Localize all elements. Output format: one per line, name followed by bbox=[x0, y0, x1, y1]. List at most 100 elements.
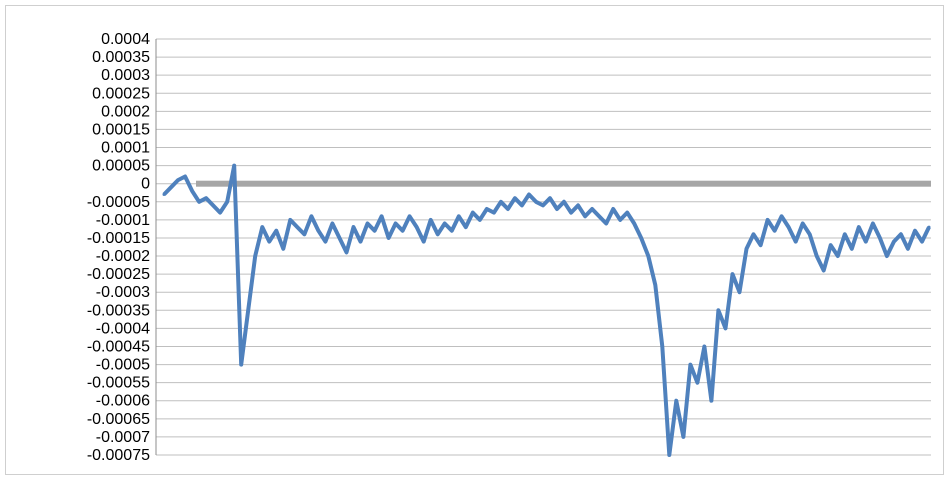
data-point bbox=[359, 240, 362, 244]
data-point bbox=[555, 207, 559, 211]
data-point bbox=[878, 236, 882, 240]
data-point bbox=[906, 247, 910, 251]
data-point bbox=[632, 222, 636, 225]
data-point bbox=[352, 225, 355, 229]
data-point bbox=[422, 240, 426, 244]
data-point bbox=[401, 229, 405, 233]
data-point bbox=[646, 254, 650, 258]
data-point bbox=[618, 218, 622, 222]
y-tick-label: -0.00035 bbox=[87, 302, 150, 319]
data-point bbox=[681, 435, 685, 439]
data-point bbox=[639, 236, 643, 240]
y-tick-label: -0.00075 bbox=[87, 447, 150, 464]
y-tick-label: 0.0003 bbox=[101, 67, 150, 84]
data-point bbox=[534, 200, 538, 204]
data-point bbox=[527, 193, 531, 196]
data-point bbox=[162, 193, 166, 196]
data-point bbox=[506, 207, 510, 211]
data-point bbox=[429, 218, 433, 222]
y-tick-label: 0 bbox=[141, 176, 150, 193]
data-point bbox=[583, 214, 587, 218]
y-tick-label: 0.00015 bbox=[92, 121, 150, 138]
data-point bbox=[829, 243, 833, 247]
data-point bbox=[597, 214, 601, 218]
y-tick-label: -0.0001 bbox=[96, 212, 150, 229]
data-point bbox=[801, 222, 805, 225]
data-point bbox=[590, 207, 594, 211]
y-tick-label: -0.00055 bbox=[87, 375, 150, 392]
data-point bbox=[674, 399, 678, 403]
data-point bbox=[464, 225, 468, 229]
data-point bbox=[794, 240, 798, 244]
data-point bbox=[702, 345, 706, 348]
y-tick-label: 0.0002 bbox=[101, 103, 150, 120]
data-point bbox=[492, 211, 496, 215]
data-point bbox=[260, 225, 264, 229]
y-tick-label: 0.0004 bbox=[101, 31, 150, 48]
y-tick-label: 0.00005 bbox=[92, 158, 150, 175]
data-point bbox=[695, 381, 699, 385]
data-point bbox=[239, 363, 243, 367]
data-point bbox=[660, 345, 664, 348]
data-point bbox=[913, 229, 917, 233]
data-point bbox=[309, 214, 313, 218]
data-point bbox=[394, 222, 398, 225]
data-point bbox=[611, 207, 615, 211]
data-point bbox=[436, 232, 440, 236]
data-point bbox=[899, 232, 903, 236]
data-point bbox=[225, 200, 229, 204]
data-point bbox=[288, 218, 292, 222]
data-series bbox=[162, 163, 931, 457]
y-tick-label: -0.0005 bbox=[96, 357, 150, 374]
y-tick-label: -0.00045 bbox=[87, 338, 150, 355]
data-point bbox=[808, 232, 812, 236]
data-point bbox=[871, 222, 875, 225]
data-point bbox=[204, 196, 208, 200]
data-point bbox=[892, 240, 896, 244]
data-point bbox=[302, 232, 306, 236]
data-point bbox=[822, 269, 826, 272]
data-point bbox=[190, 189, 194, 193]
data-point bbox=[232, 164, 236, 168]
data-point bbox=[885, 254, 889, 258]
data-point bbox=[745, 247, 748, 251]
series-line bbox=[162, 163, 931, 457]
data-point bbox=[408, 214, 412, 218]
data-point bbox=[380, 214, 384, 218]
data-point bbox=[738, 290, 741, 294]
data-point bbox=[780, 214, 784, 218]
data-point bbox=[752, 232, 755, 236]
data-point bbox=[457, 214, 461, 218]
data-point bbox=[927, 225, 931, 229]
data-point bbox=[653, 283, 657, 287]
data-point bbox=[920, 240, 924, 244]
y-tick-label: -0.0007 bbox=[96, 429, 150, 446]
data-point bbox=[709, 399, 713, 403]
data-point bbox=[443, 222, 447, 225]
data-point bbox=[176, 178, 180, 182]
y-tick-label: 0.00025 bbox=[92, 85, 150, 102]
data-point bbox=[815, 254, 819, 258]
y-tick-label: -0.00025 bbox=[87, 266, 150, 283]
data-point bbox=[766, 218, 770, 222]
data-point bbox=[857, 225, 861, 229]
data-point bbox=[541, 203, 545, 207]
data-point bbox=[253, 254, 257, 258]
zero-tick-band bbox=[196, 180, 931, 187]
data-point bbox=[267, 240, 271, 244]
data-point bbox=[625, 211, 629, 215]
data-point bbox=[450, 229, 454, 233]
data-point bbox=[281, 247, 285, 251]
y-tick-label: -0.00015 bbox=[87, 230, 150, 247]
data-point bbox=[864, 240, 868, 244]
data-point bbox=[724, 326, 727, 330]
data-point bbox=[843, 232, 847, 236]
chart-frame: 0.0004 0.00035 0.0003 0.00025 0.0002 0.00015 0… bbox=[5, 5, 944, 475]
data-point bbox=[183, 175, 187, 178]
data-point bbox=[667, 453, 671, 457]
data-point bbox=[548, 196, 552, 200]
data-point bbox=[478, 218, 482, 222]
data-point bbox=[576, 203, 580, 207]
